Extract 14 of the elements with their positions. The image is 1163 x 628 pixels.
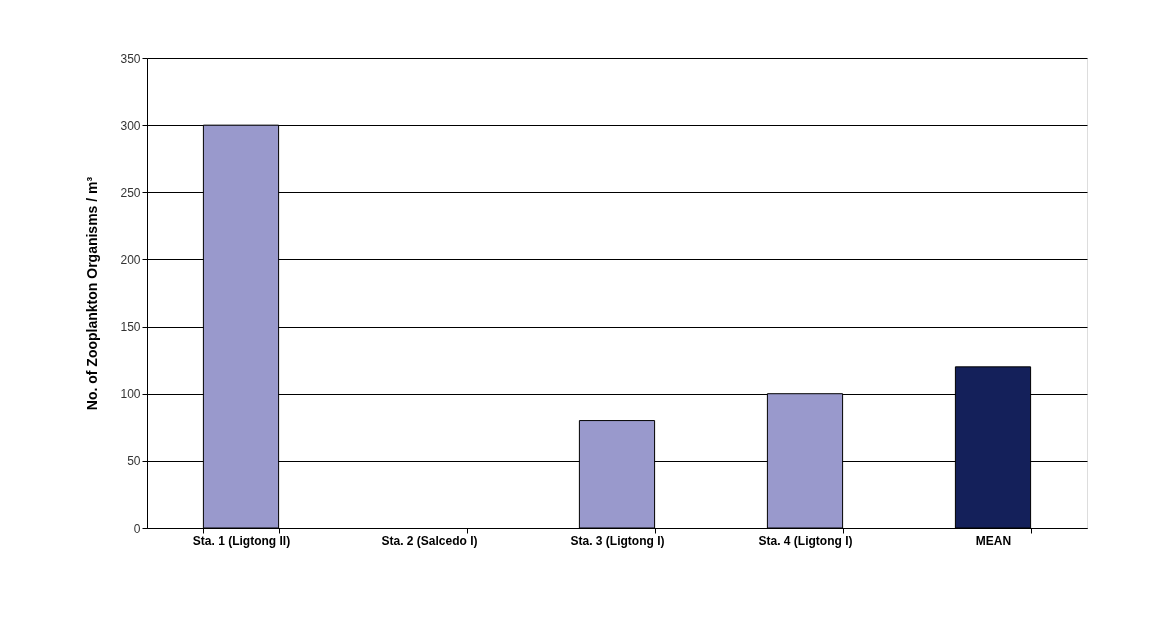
y-tick-label: 100 <box>120 387 141 402</box>
x-tick-label: Sta. 3 (Ligtong I) <box>570 533 665 548</box>
y-tick-label: 350 <box>120 51 141 66</box>
y-tick-label: 50 <box>127 454 141 469</box>
y-axis-title: No. of Zooplankton Organisms / m³ <box>84 176 101 411</box>
x-tick-label: Sta. 4 (Ligtong I) <box>758 533 853 548</box>
y-tick-label: 200 <box>120 252 141 267</box>
x-tick-label: Sta. 2 (Salcedo I) <box>381 533 478 548</box>
y-tick-label: 150 <box>120 320 141 335</box>
y-tick-label: 0 <box>133 521 141 536</box>
y-tick-label: 300 <box>120 118 141 133</box>
x-tick-label: MEAN <box>975 533 1012 548</box>
y-tick-label: 250 <box>120 185 141 200</box>
x-tick-label: Sta. 1 (Ligtong II) <box>192 533 291 548</box>
